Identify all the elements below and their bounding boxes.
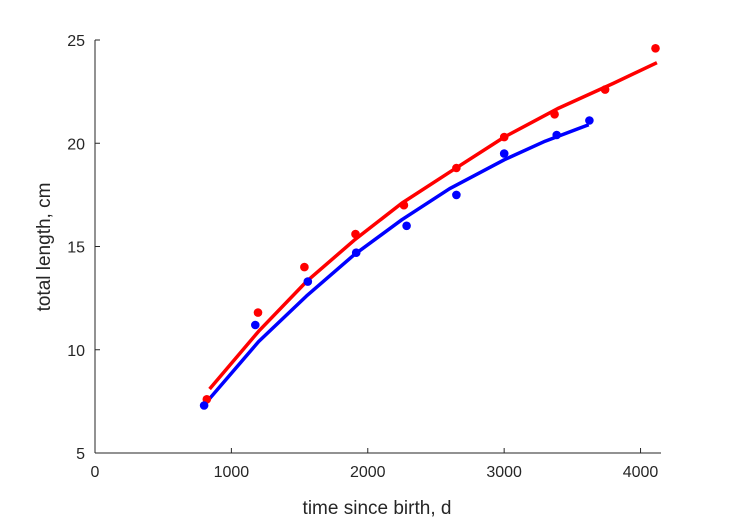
y-axis-label: total length, cm xyxy=(34,183,55,312)
data-points xyxy=(199,44,660,410)
data-point-1 xyxy=(199,401,209,410)
x-tick-label: 3000 xyxy=(486,464,522,481)
data-point-0 xyxy=(651,44,660,53)
axes: 0 1000 2000 3000 4000 5 10 15 20 25 xyxy=(67,33,661,481)
y-tick-label: 25 xyxy=(67,33,85,50)
data-point-1 xyxy=(402,221,411,231)
data-point-1 xyxy=(552,130,561,140)
x-axis-label: time since birth, d xyxy=(303,498,452,519)
data-point-0 xyxy=(600,85,610,94)
data-point-0 xyxy=(550,110,559,119)
data-point-0 xyxy=(300,262,309,272)
y-tick-label: 20 xyxy=(67,136,85,153)
fit-line-0 xyxy=(208,61,658,391)
fit-line-1 xyxy=(204,123,590,405)
data-point-0 xyxy=(253,308,263,317)
x-tick-label: 4000 xyxy=(623,464,659,481)
data-point-1 xyxy=(351,248,361,257)
x-tick-label: 2000 xyxy=(350,464,386,481)
data-point-1 xyxy=(452,190,461,200)
data-point-0 xyxy=(399,200,409,210)
data-point-0 xyxy=(452,163,461,173)
data-point-1 xyxy=(251,320,260,330)
data-point-1 xyxy=(585,116,594,125)
data-point-0 xyxy=(351,229,360,239)
data-point-1 xyxy=(303,277,313,286)
x-tick-label: 0 xyxy=(91,464,100,481)
fit-lines xyxy=(204,61,658,405)
data-point-0 xyxy=(499,132,509,142)
y-tick-label: 5 xyxy=(76,446,85,463)
y-tick-label: 10 xyxy=(67,343,85,360)
data-point-1 xyxy=(499,149,509,158)
x-tick-label: 1000 xyxy=(214,464,250,481)
y-tick-label: 15 xyxy=(67,240,85,257)
